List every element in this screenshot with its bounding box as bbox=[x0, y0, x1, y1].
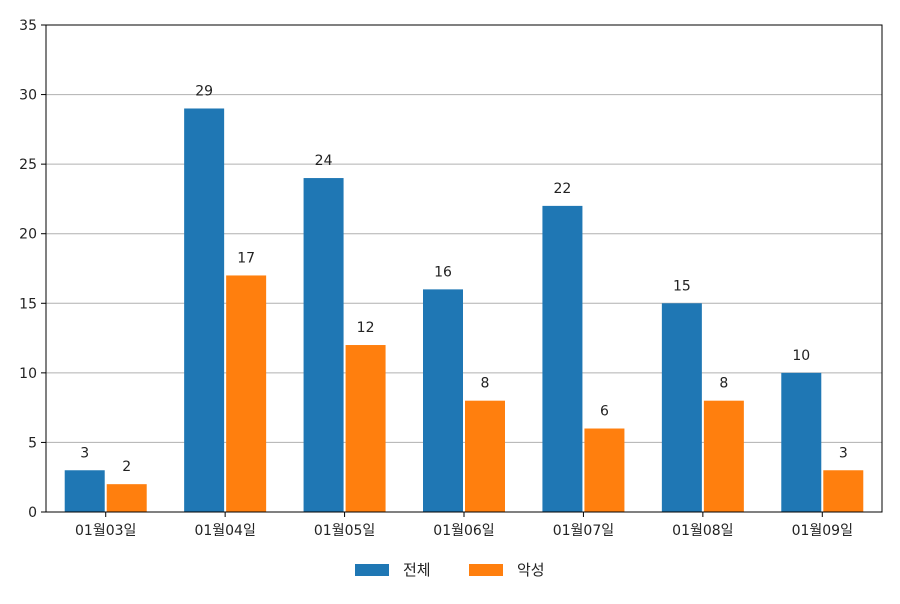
data-label: 8 bbox=[481, 376, 490, 392]
data-label: 17 bbox=[237, 250, 255, 266]
data-label: 29 bbox=[195, 83, 213, 99]
gridlines bbox=[46, 94, 882, 443]
y-tick-label: 20 bbox=[19, 227, 37, 243]
legend-swatch bbox=[469, 564, 503, 576]
y-tick-label: 30 bbox=[19, 88, 37, 104]
bar bbox=[184, 108, 225, 512]
bar bbox=[423, 289, 463, 512]
x-tick-label: 01월08일 bbox=[672, 523, 733, 539]
y-tick-label: 35 bbox=[19, 18, 37, 34]
bar bbox=[661, 303, 702, 512]
data-label: 24 bbox=[315, 153, 333, 169]
legend-swatch bbox=[355, 564, 389, 576]
data-labels: 3 2 29 17 24 12 16 8 22 6 15 8 10 3 bbox=[80, 83, 847, 475]
data-label: 12 bbox=[357, 320, 375, 336]
y-tick-label: 10 bbox=[19, 366, 37, 382]
bar bbox=[781, 372, 822, 512]
bar bbox=[226, 275, 267, 512]
y-tick-label: 15 bbox=[19, 296, 37, 312]
legend: 전체 악성 bbox=[355, 561, 545, 579]
data-label: 2 bbox=[122, 459, 131, 475]
x-tick-label: 01월07일 bbox=[553, 523, 614, 539]
bar bbox=[823, 470, 864, 512]
x-tick-label: 01월04일 bbox=[194, 523, 255, 539]
bar bbox=[465, 400, 505, 512]
legend-label: 전체 bbox=[403, 561, 431, 579]
data-label: 16 bbox=[434, 264, 452, 280]
plot-frame bbox=[45, 24, 883, 513]
bar bbox=[303, 178, 344, 513]
data-label: 3 bbox=[80, 445, 89, 461]
bar bbox=[106, 484, 147, 512]
x-tick-label: 01월09일 bbox=[792, 523, 853, 539]
bars bbox=[64, 108, 864, 513]
bar bbox=[542, 205, 583, 512]
data-label: 3 bbox=[839, 445, 848, 461]
data-label: 8 bbox=[719, 376, 728, 392]
data-label: 10 bbox=[792, 348, 810, 364]
legend-label: 악성 bbox=[517, 561, 545, 579]
axes: 0 5 10 15 20 25 30 35 01월03일 01월04일 01월05일 01월06일 01… bbox=[19, 18, 853, 539]
bar bbox=[345, 345, 386, 512]
y-tick-label: 25 bbox=[19, 157, 37, 173]
data-label: 22 bbox=[554, 181, 572, 197]
y-tick-label: 5 bbox=[28, 435, 37, 451]
bar bbox=[584, 428, 625, 512]
x-tick-label: 01월05일 bbox=[314, 523, 375, 539]
data-label: 6 bbox=[600, 404, 609, 420]
bar bbox=[703, 400, 744, 512]
x-tick-label: 01월03일 bbox=[75, 523, 136, 539]
data-label: 15 bbox=[673, 278, 691, 294]
x-tick-label: 01월06일 bbox=[433, 523, 494, 539]
y-tick-label: 0 bbox=[28, 505, 37, 521]
bar bbox=[64, 470, 105, 512]
